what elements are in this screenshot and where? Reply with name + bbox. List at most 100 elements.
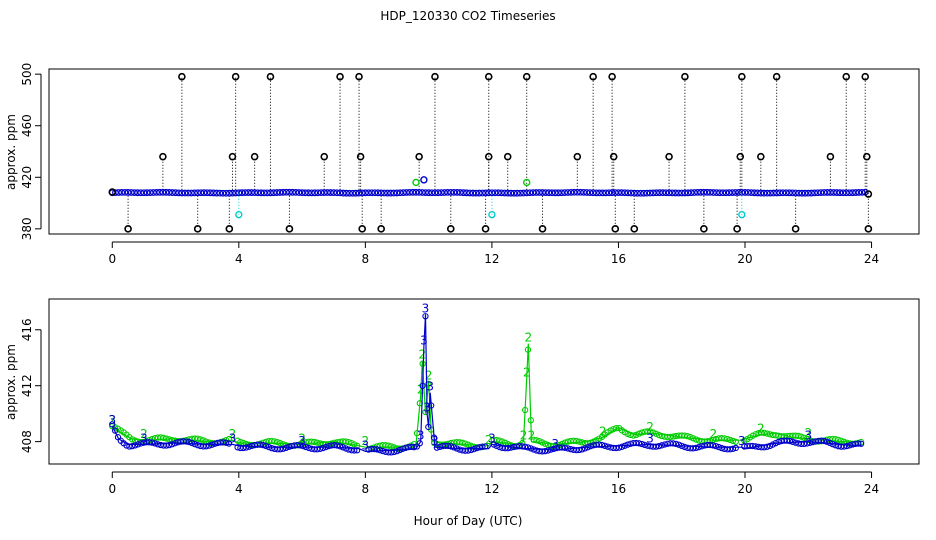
series-3-marker [442,442,449,449]
series-2-marker [687,433,694,441]
series-3-marker [353,447,361,454]
top-x-tick-label: 24 [864,252,879,266]
baseline-point [422,189,429,197]
baseline-point [469,189,477,197]
series-2-point-label: 2 [710,427,718,441]
series-3-marker [268,444,275,452]
series-3-marker [467,446,475,454]
series-2-marker [772,432,779,439]
spike-high-point [842,72,851,81]
baseline-point [127,189,135,196]
baseline-point [263,189,271,197]
series-2-marker [638,429,646,436]
series-3-marker [496,443,503,451]
series-3-marker [447,443,455,450]
baseline-point [817,189,825,196]
baseline-point [431,189,439,197]
baseline-point [532,189,540,196]
series-3-point-label: 3 [426,380,434,394]
spike-high-point [862,152,871,161]
baseline-point [713,189,720,197]
series-2-marker [453,439,460,446]
series-3-marker [587,442,594,450]
bottom-y-tick-label: 412 [20,374,34,397]
baseline-point [289,188,297,196]
baseline-point [706,189,714,196]
baseline-point [412,188,420,196]
spike-high-point [522,72,531,81]
spike-low-point [446,225,455,233]
series-3-marker [476,444,483,451]
series-3-point-label: 3 [362,438,370,452]
baseline-point [149,189,157,196]
spike-high-point [355,72,363,81]
spike-high-point [228,152,237,161]
spike-low-point [700,225,708,233]
series-3-marker [558,444,566,451]
baseline-point [377,189,385,197]
spike-high-point [159,152,167,161]
baseline-point [697,188,705,196]
baseline-point [662,189,670,197]
baseline-point [589,189,597,197]
spike-low-point [481,225,490,233]
baseline-point [792,189,800,197]
series-3-marker [345,446,352,453]
cyan-point [488,210,496,219]
baseline-point [539,189,546,196]
series-3-marker [334,442,341,449]
series-3-marker [732,444,739,452]
baseline-point [744,189,752,196]
series-3-marker [203,443,210,450]
top-y-tick-label: 420 [20,166,34,189]
baseline-point [260,189,268,197]
baseline-point [286,188,293,196]
series-3-marker [450,444,458,451]
green-point [412,178,420,187]
series-2-point-label: 2 [804,426,812,440]
baseline-point [548,189,556,197]
baseline-point [640,189,648,197]
series-3-marker [282,444,290,452]
baseline-point [187,189,195,197]
baseline-point [516,189,524,197]
baseline-point [336,189,344,197]
baseline-point [687,189,695,197]
baseline-point [570,188,578,196]
baseline-point [257,189,265,197]
baseline-point [140,189,148,197]
baseline-end-point [864,190,873,198]
baseline-point [292,188,300,196]
baseline-point [390,189,398,197]
baseline-point [380,189,388,197]
baseline-point [823,189,831,196]
series-3-marker [533,447,540,454]
baseline-point [760,189,768,197]
baseline-point [630,189,638,197]
series-3-marker [299,442,307,450]
baseline-point [175,189,183,197]
baseline-point [409,188,417,196]
baseline-point [678,189,686,197]
baseline-point [165,189,173,196]
series-3-marker [240,444,247,452]
spike-high-point [266,72,275,81]
series-2-marker [695,437,702,444]
baseline-point [399,189,407,197]
baseline-point [504,189,512,197]
baseline-point [836,189,844,197]
baseline-point [501,189,508,197]
baseline-point [558,189,565,197]
baseline-point [460,189,467,197]
baseline-point [615,189,622,196]
series-2-marker [499,438,506,445]
baseline-point [833,189,841,196]
series-3-point-label: 3 [804,429,812,443]
series-2-point-label: 2 [646,420,654,434]
series-2-marker [564,438,571,445]
baseline-point [441,189,448,196]
series-3-marker [598,441,606,449]
series-3-marker [137,440,144,447]
series-2-marker [678,432,685,439]
